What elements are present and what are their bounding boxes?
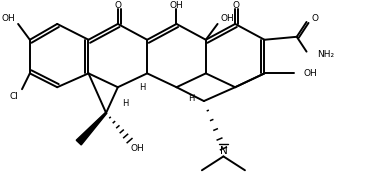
Text: O: O xyxy=(233,1,240,10)
Text: Cl: Cl xyxy=(9,92,18,101)
Text: O: O xyxy=(312,14,318,23)
Text: H: H xyxy=(188,94,194,103)
Polygon shape xyxy=(76,112,107,145)
Text: H: H xyxy=(122,99,128,108)
Text: OH: OH xyxy=(221,14,234,24)
Text: H: H xyxy=(139,83,145,92)
Text: OH: OH xyxy=(170,1,183,10)
Text: OH: OH xyxy=(1,14,15,23)
Text: N: N xyxy=(220,146,227,157)
Text: OH: OH xyxy=(304,69,318,78)
Text: OH: OH xyxy=(131,144,144,153)
Text: NH₂: NH₂ xyxy=(317,50,334,59)
Text: O: O xyxy=(114,1,121,10)
